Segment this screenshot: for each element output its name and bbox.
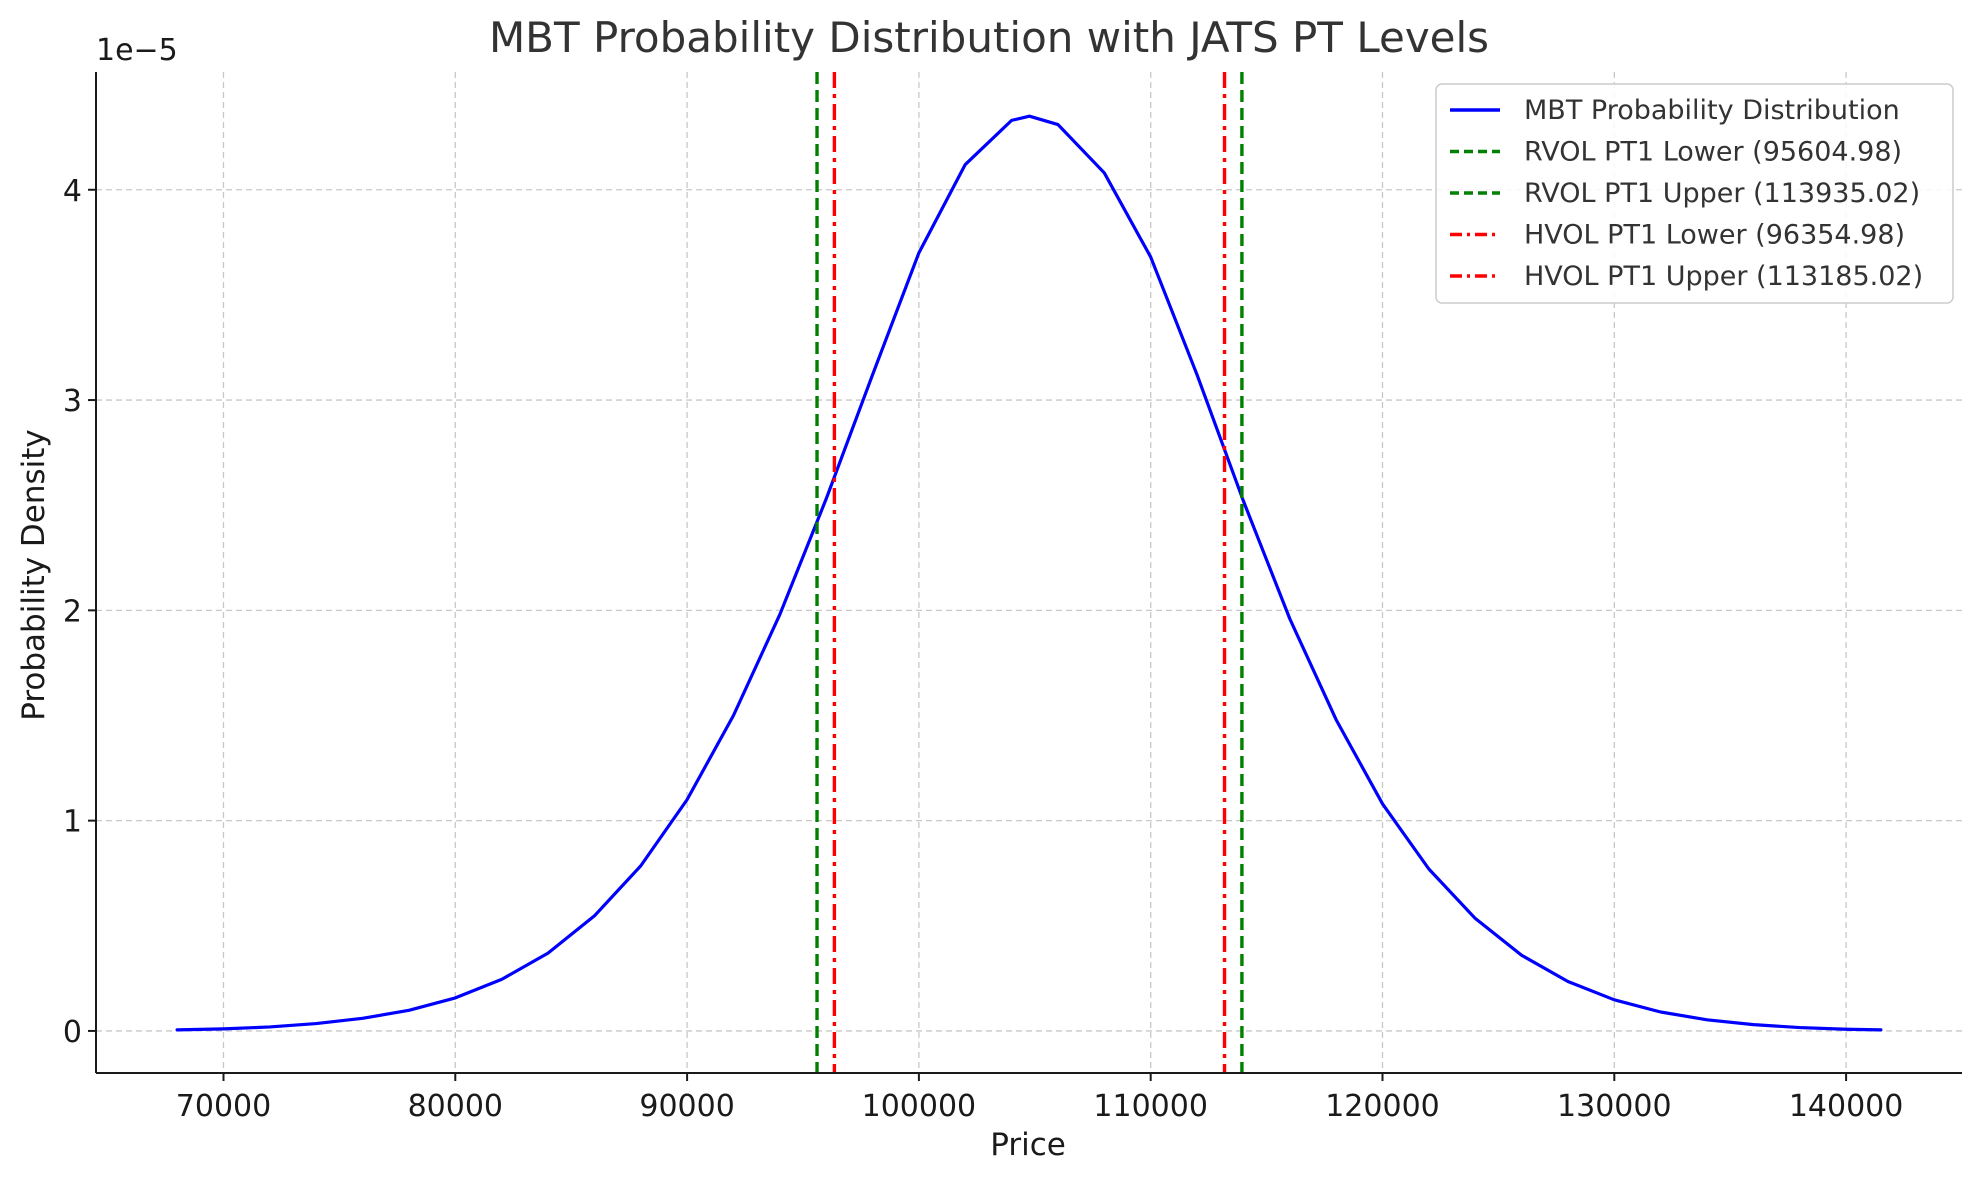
legend-label-4: HVOL PT1 Upper (113185.02) [1524, 261, 1923, 292]
legend: MBT Probability Distribution RVOL PT1 Low… [1435, 83, 1954, 304]
legend-label-1: RVOL PT1 Lower (95604.98) [1524, 137, 1902, 168]
x-tick-label-4: 110000 [1093, 1089, 1208, 1124]
legend-label-2: RVOL PT1 Upper (113935.02) [1524, 178, 1920, 209]
y-tick-label-1: 1 [63, 805, 82, 840]
x-tick-label-2: 90000 [639, 1089, 734, 1124]
x-tick-label-1: 80000 [408, 1089, 503, 1124]
legend-label-0: MBT Probability Distribution [1524, 95, 1900, 126]
ticks: 70000 80000 90000 100000 110000 120000 130000 1… [63, 174, 1903, 1124]
x-tick-label-6: 130000 [1557, 1089, 1672, 1124]
x-tick-label-7: 140000 [1789, 1089, 1904, 1124]
legend-label-3: HVOL PT1 Lower (96354.98) [1524, 220, 1905, 251]
x-tick-label-0: 70000 [176, 1089, 271, 1124]
axes [95, 72, 1962, 1074]
x-tick-label-3: 100000 [862, 1089, 977, 1124]
chart-title: MBT Probability Distribution with JATS P… [489, 13, 1489, 62]
y-tick-label-0: 0 [63, 1015, 82, 1050]
y-tick-label-3: 3 [63, 384, 82, 419]
x-axis-label: Price [990, 1127, 1066, 1163]
y-tick-label-4: 4 [63, 174, 82, 209]
y-axis-scale-label: 1e−5 [96, 33, 178, 68]
x-tick-label-5: 120000 [1325, 1089, 1440, 1124]
y-axis-label: Probability Density [16, 429, 52, 721]
series-line-mbt-distribution [175, 114, 1883, 1032]
plot-area [175, 72, 1883, 1073]
y-tick-label-2: 2 [63, 594, 82, 629]
legend-box [1435, 83, 1954, 304]
